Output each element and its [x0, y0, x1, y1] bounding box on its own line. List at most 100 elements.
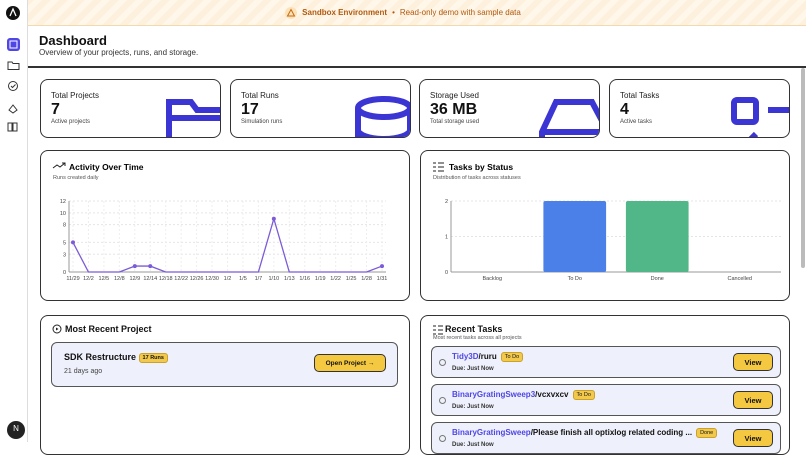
x-tick-label: 1/7: [255, 276, 263, 282]
task-due: Due: Just Now: [452, 442, 494, 448]
task-project: Tidy3D: [452, 352, 479, 362]
activity-line: [72, 216, 383, 273]
task-title: BinaryGratingSweep/Please finish all opt…: [452, 428, 718, 438]
project-badge: 17 Runs: [138, 352, 168, 363]
stat-sub: Total storage used: [430, 119, 480, 125]
x-tick-label: 1/13: [284, 276, 295, 282]
banner-message: Read-only demo with sample data: [399, 8, 521, 17]
page-subtitle: Overview of your projects, runs, and sto…: [39, 48, 199, 57]
banner-separator: •: [392, 8, 395, 17]
x-tick-label: 1/19: [315, 276, 326, 282]
data-point: [132, 264, 137, 269]
status-chart: Tasks by Status Distribution of tasks acr…: [433, 162, 781, 282]
x-tick-label: Cancelled: [728, 276, 752, 282]
task-checkbox[interactable]: [439, 435, 446, 442]
data-point: [271, 216, 276, 221]
project-icon: [52, 324, 62, 334]
recent-tasks-card: Recent Tasks Most recent tasks across al…: [420, 315, 790, 455]
x-tick-label: 12/18: [159, 276, 173, 282]
stat-card: Total Runs 17 Simulation runs: [230, 79, 411, 138]
x-tick-label: 12/8: [114, 276, 125, 282]
chart-title: Activity Over Time: [69, 162, 144, 172]
data-point: [380, 264, 384, 269]
divider: [28, 66, 806, 68]
activity-chart: Activity Over Time Runs created daily 0 3 5 8…: [52, 162, 388, 282]
y-tick-label: 0: [445, 270, 448, 276]
task-project: BinaryGratingSweep: [452, 428, 531, 438]
chart-subtitle: Runs created daily: [53, 175, 99, 181]
x-tick-label: To Do: [568, 276, 582, 282]
recent-tasks-heading: Recent Tasks: [445, 324, 503, 334]
x-tick-label: 12/2: [83, 276, 94, 282]
avatar-initial[interactable]: N: [13, 424, 19, 433]
task-title: BinaryGratingSweep3/vcxvxcv To Do: [452, 390, 595, 400]
y-tick-label: 5: [63, 240, 66, 246]
stat-value: 17: [241, 101, 259, 118]
open-project-button[interactable]: Open Project →: [314, 354, 386, 372]
stat-label: Total Tasks: [620, 91, 660, 100]
x-tick-label: 1/31: [377, 276, 388, 282]
task-name: /ruru: [478, 352, 497, 362]
recent-tasks-subtitle: Most recent tasks across all projects: [433, 335, 522, 341]
x-tick-label: 12/26: [190, 276, 204, 282]
y-tick-label: 2: [445, 199, 448, 205]
x-tick-label: 11/29: [66, 276, 79, 282]
task-item[interactable]: Tidy3D/ruru To Do Due: Just Now View: [431, 346, 781, 378]
task-item[interactable]: BinaryGratingSweep3/vcxvxcv To Do Due: Jus…: [431, 384, 781, 416]
task-checkbox[interactable]: [439, 397, 446, 404]
project-item[interactable]: SDK Restructure 17 Runs 21 days ago Open…: [51, 342, 398, 387]
x-tick-label: 1/16: [299, 276, 310, 282]
x-tick-label: 12/22: [174, 276, 188, 282]
stat-card: Storage Used 36 MB Total storage used: [419, 79, 600, 138]
y-tick-label: 1: [445, 235, 448, 241]
y-tick-label: 3: [63, 252, 66, 258]
stat-label: Storage Used: [430, 91, 479, 100]
stat-icon: [166, 99, 220, 137]
activity-card: Activity Over Time Runs created daily 0 3 5 8…: [40, 150, 410, 301]
stat-sub: Simulation runs: [241, 119, 283, 125]
task-item[interactable]: BinaryGratingSweep/Please finish all opt…: [431, 422, 781, 454]
recent-project-card: Most Recent Project SDK Restructure 17 R…: [40, 315, 410, 455]
scrollbar[interactable]: [801, 68, 805, 268]
task-status: Done: [696, 428, 718, 438]
stat-label: Total Runs: [241, 91, 279, 100]
project-age: 21 days ago: [64, 368, 103, 375]
task-due: Due: Just Now: [452, 366, 494, 372]
view-button[interactable]: View: [733, 429, 773, 447]
task-checkbox[interactable]: [439, 359, 446, 366]
view-button[interactable]: View: [733, 353, 773, 371]
warning-icon: [285, 6, 298, 19]
x-tick-label: 1/28: [361, 276, 372, 282]
task-title: Tidy3D/ruru To Do: [452, 352, 524, 362]
x-tick-label: 12/30: [205, 276, 219, 282]
x-tick-label: Done: [651, 276, 664, 282]
page-title: Dashboard: [39, 33, 107, 48]
x-tick-label: 1/25: [346, 276, 357, 282]
x-tick-label: 1/10: [268, 276, 279, 282]
tasks-icon: [433, 325, 443, 335]
sidebar-icons: [6, 6, 25, 439]
stat-card: Total Projects 7 Active projects: [40, 79, 221, 138]
stat-icon: [355, 96, 410, 137]
x-tick-label: Backlog: [482, 276, 502, 282]
view-button[interactable]: View: [733, 391, 773, 409]
stat-icon: [539, 99, 599, 137]
task-name: /vcxvxcv: [535, 390, 569, 400]
y-tick-label: 8: [63, 223, 66, 229]
chart-subtitle: Distribution of tasks across statuses: [433, 175, 521, 181]
project-name: SDK Restructure: [64, 352, 137, 362]
stat-card: Total Tasks 4 Active tasks: [609, 79, 790, 138]
x-tick-label: 1/5: [239, 276, 247, 282]
stat-icon: [731, 97, 789, 137]
x-tick-label: 12/5: [99, 276, 110, 282]
data-point: [148, 264, 153, 269]
y-tick-label: 10: [60, 211, 66, 217]
bar: [625, 201, 689, 272]
bar: [543, 201, 607, 272]
stat-label: Total Projects: [51, 91, 100, 100]
y-tick-label: 12: [60, 199, 66, 205]
y-tick-label: 0: [63, 270, 66, 276]
stat-sub: Active projects: [51, 119, 91, 125]
stat-value: 4: [620, 101, 629, 118]
task-status: To Do: [500, 352, 524, 362]
